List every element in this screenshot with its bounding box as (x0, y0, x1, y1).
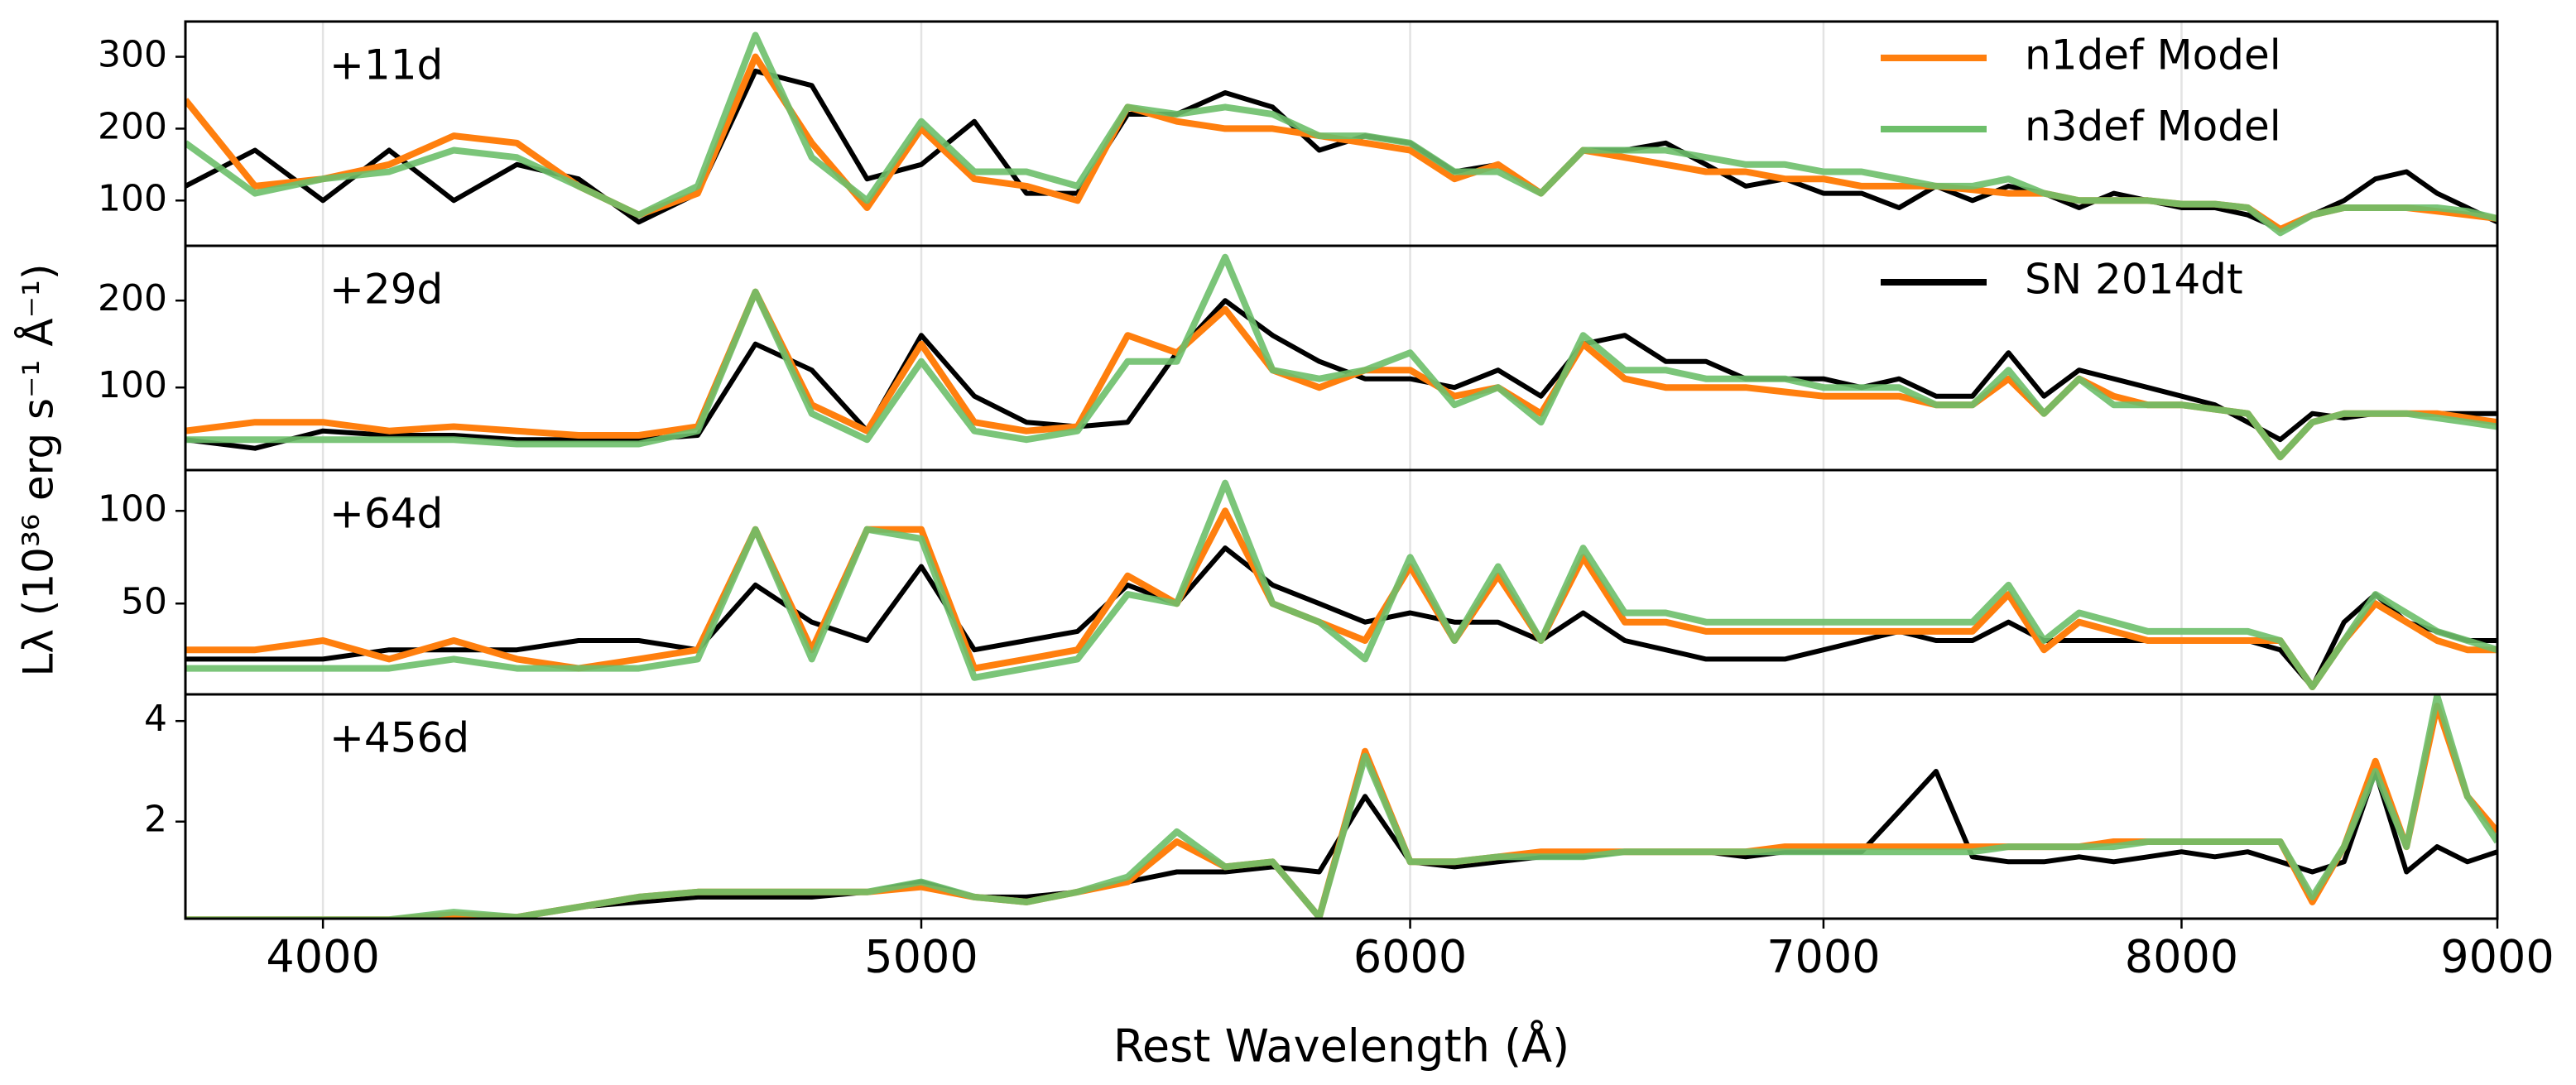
panel: 4000 5000 6000 7000 8000 9000 2 4 +456d (144, 693, 2554, 983)
lines (185, 479, 2497, 690)
panel-label: +11d (329, 41, 443, 89)
y-tick-label: 100 (98, 177, 167, 219)
spectrum-line (185, 694, 2497, 919)
x-tick-label: 8000 (2125, 931, 2238, 983)
x-axis-label: Rest Wavelength (Å) (1113, 1020, 1569, 1073)
spectrum-line (185, 253, 2497, 461)
panel: 100 200 300 +11d n1def Model n3def Model (98, 20, 2499, 247)
lines (185, 31, 2497, 237)
legend-label: SN 2014dt (2025, 256, 2243, 304)
panel-label: +29d (329, 266, 443, 314)
spectrum-line (185, 703, 2497, 919)
legend-label: n3def Model (2025, 103, 2281, 151)
panel: 50 100 +64d (98, 468, 2499, 696)
spectrum-line (185, 31, 2497, 237)
y-tick-label: 50 (121, 580, 167, 622)
x-tick-label: 9000 (2440, 931, 2554, 983)
legend-label: n1def Model (2025, 31, 2281, 79)
axes-frame (184, 693, 2499, 920)
panel-label: +64d (329, 490, 443, 538)
panel: 100 200 +29d SN 2014dt (98, 244, 2499, 472)
x-tick-label: 5000 (864, 931, 978, 983)
lines (185, 253, 2497, 461)
y-tick-label: 200 (98, 277, 167, 319)
x-tick-label: 7000 (1766, 931, 1880, 983)
panel-label: +456d (329, 714, 469, 762)
y-tick-label: 100 (98, 487, 167, 530)
spectrum-line (185, 479, 2497, 690)
lines (185, 694, 2497, 919)
x-tick-label: 6000 (1353, 931, 1467, 983)
y-tick-label: 4 (144, 698, 167, 740)
y-tick-label: 2 (144, 799, 167, 841)
y-tick-label: 300 (98, 34, 167, 76)
y-tick-label: 200 (98, 105, 167, 147)
y-axis-label: Lλ (10³⁶ erg s⁻¹ Å⁻¹) (15, 263, 63, 676)
y-tick-label: 100 (98, 364, 167, 406)
spectrum-line (185, 507, 2497, 690)
x-tick-label: 4000 (266, 931, 379, 983)
